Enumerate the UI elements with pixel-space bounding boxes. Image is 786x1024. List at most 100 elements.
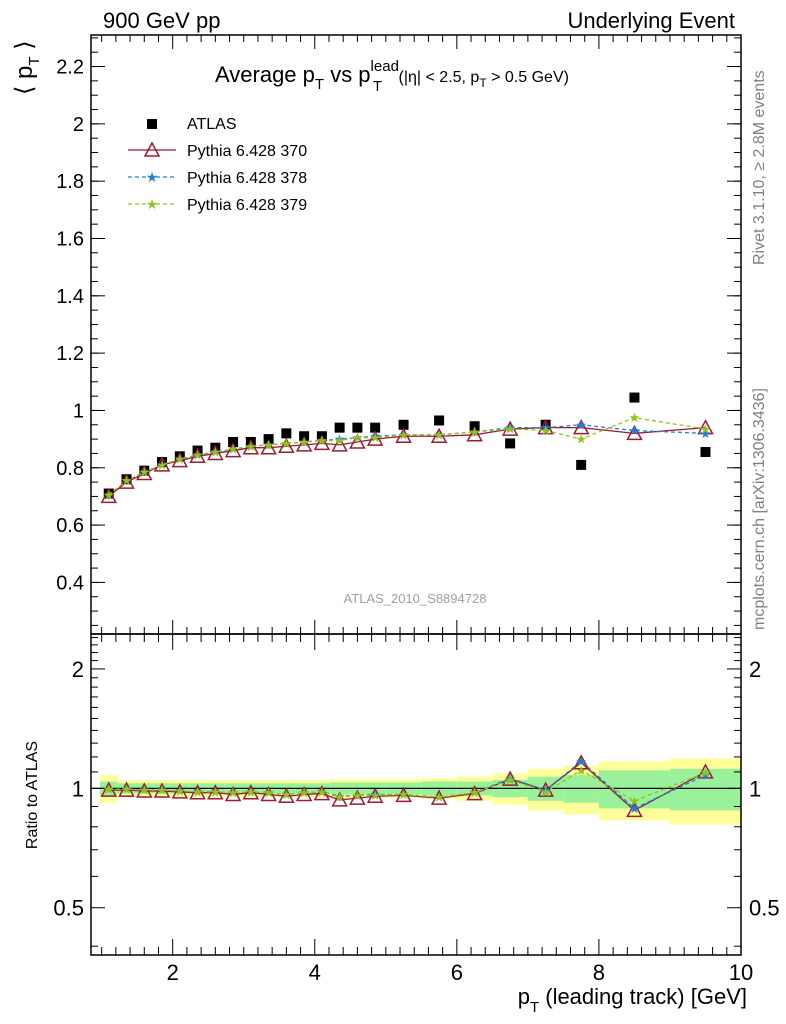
data-point-star: ★ [298, 786, 310, 801]
data-point-atlas [629, 392, 640, 403]
ratio-plot-area: 0.5 0.5 1 1 2 2 2 4 6 8 10 ★ ★ ★ ★ ★ ★ ★ ★ ★ ★ ★ ★ ★ ★ ★ ★ ★ ★ ★ ★ ★ ★ ★ ★… [53, 633, 780, 985]
data-point-star: ★ [281, 788, 293, 803]
ylabel-sub: T [26, 56, 43, 65]
data-point-triangle [366, 787, 384, 804]
data-point-star: ★ [316, 434, 328, 449]
title-part: vs p [324, 62, 370, 87]
data-point-star: ★ [504, 423, 516, 438]
data-point-atlas [505, 438, 516, 449]
data-point-atlas [398, 419, 409, 430]
data-point-star: ★ [433, 428, 445, 443]
data-point-star: ★ [156, 458, 168, 473]
data-point-star: ★ [263, 438, 275, 453]
data-point-atlas [228, 436, 239, 447]
ratio-panel: 0.5 0.5 1 1 2 2 2 4 6 8 10 ★ ★ ★ ★ ★ ★ ★ ★ ★ ★ ★ ★ ★ ★ ★ ★ ★ ★ ★ ★ ★ ★ ★ ★… [24, 633, 780, 1016]
title-sub: T [373, 78, 382, 95]
ratio-y-tick-label: 2 [72, 657, 84, 682]
data-point-star: ★ [369, 789, 381, 804]
data-point-star: ★ [629, 794, 641, 809]
ratio-y-tick-label-right: 0.5 [749, 896, 780, 921]
data-point-atlas [370, 422, 381, 433]
legend-label-378: Pythia 6.428 378 [187, 170, 307, 187]
data-point-triangle [189, 447, 206, 464]
data-point-triangle [295, 785, 313, 802]
data-point-star: ★ [352, 431, 364, 446]
legend-marker-370 [143, 141, 161, 157]
data-point-star: ★ [540, 421, 552, 436]
data-point-star: ★ [192, 448, 204, 463]
data-point-star: ★ [352, 789, 364, 804]
data-point-star: ★ [156, 784, 168, 799]
data-point-star: ★ [369, 431, 381, 446]
data-point-triangle [366, 430, 384, 446]
data-point-star: ★ [138, 466, 150, 481]
y-tick-label: 1.8 [56, 171, 84, 193]
data-point-star: ★ [469, 425, 481, 440]
data-point-star: ★ [281, 437, 293, 452]
data-point-star: ★ [700, 423, 712, 438]
data-point-triangle [537, 781, 554, 797]
data-point-star: ★ [575, 418, 587, 433]
data-point-atlas [469, 421, 480, 432]
mcplots-label: mcplots.cern.ch [arXiv:1306.3436] [751, 388, 768, 630]
data-point-triangle [171, 783, 189, 799]
x-tick-label: 2 [167, 960, 179, 985]
data-point-star: ★ [298, 786, 310, 801]
main-title: Average pT vs plead T (|η| < 2.5, pT > 0.… [215, 58, 569, 95]
data-point-triangle [697, 763, 714, 779]
series-line [108, 769, 706, 802]
data-point-triangle [466, 785, 483, 801]
data-point-star: ★ [138, 784, 150, 799]
data-point-star: ★ [352, 431, 364, 446]
main-y-axis-label: ⟨ pT ⟩ [11, 40, 43, 95]
x-tick-label: 8 [593, 960, 605, 985]
title-cond: > 0.5 GeV) [487, 69, 569, 86]
data-point-star: ★ [209, 785, 221, 800]
data-point-star: ★ [398, 428, 410, 443]
data-point-star: ★ [629, 424, 641, 439]
data-point-star: ★ [209, 446, 221, 461]
data-point-triangle [697, 419, 714, 435]
data-point-star: ★ [316, 434, 328, 449]
ylabel-part: ⟨ p [11, 66, 38, 95]
analysis-watermark: ATLAS_2010_S8894728 [344, 591, 487, 606]
x-tick-label: 4 [309, 960, 321, 985]
data-point-star: ★ [433, 791, 445, 806]
data-point-star: ★ [103, 488, 115, 503]
data-point-atlas [157, 457, 168, 468]
data-point-atlas [299, 431, 310, 442]
title-part: Average p [215, 62, 315, 87]
data-point-atlas [352, 422, 363, 433]
data-point-triangle [136, 782, 153, 798]
data-point-star: ★ [192, 448, 204, 463]
ratio-y-tick-label: 1 [72, 776, 84, 801]
y-tick-label: 1.4 [56, 286, 84, 308]
data-point-triangle [118, 473, 135, 489]
data-point-triangle [207, 784, 224, 800]
y-tick-label: 0.8 [56, 458, 84, 480]
data-point-triangle [224, 441, 242, 458]
title-cond: (|η| < 2.5, p [394, 69, 479, 86]
data-point-atlas [434, 415, 445, 426]
y-tick-label: 1.2 [56, 343, 84, 365]
legend-label-370: Pythia 6.428 370 [187, 143, 307, 160]
data-point-atlas [700, 447, 711, 458]
data-point-star: ★ [352, 789, 364, 804]
xlabel-part: (leading track) [GeV] [539, 984, 747, 1009]
data-point-triangle [331, 436, 348, 452]
data-point-star: ★ [700, 769, 712, 784]
data-point-star: ★ [504, 773, 516, 788]
data-point-triangle [242, 784, 260, 800]
data-point-star: ★ [469, 786, 481, 801]
rivet-version-label: Rivet 3.1.10, ≥ 2.8M events [751, 70, 768, 265]
ratio-y-tick-label-right: 2 [749, 657, 761, 682]
data-point-star: ★ [192, 785, 204, 800]
data-point-triangle [501, 770, 519, 786]
data-point-star: ★ [316, 785, 328, 800]
data-point-star: ★ [209, 446, 221, 461]
legend: ATLAS Pythia 6.428 370 ★ Pythia 6.428 37… [128, 116, 307, 214]
y-tick-label: 1.6 [56, 228, 84, 250]
legend-label-379: Pythia 6.428 379 [187, 197, 307, 214]
data-point-star: ★ [281, 437, 293, 452]
